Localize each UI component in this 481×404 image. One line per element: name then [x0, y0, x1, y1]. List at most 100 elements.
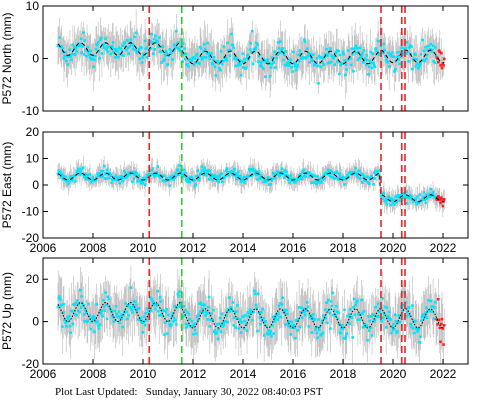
data-point — [389, 318, 392, 321]
data-point — [79, 172, 83, 176]
data-point — [406, 306, 410, 310]
data-point — [96, 324, 100, 328]
data-point — [154, 307, 157, 311]
recent-point — [435, 198, 439, 201]
data-point — [280, 303, 284, 306]
data-point — [380, 319, 384, 323]
data-point — [143, 323, 147, 327]
data-point — [230, 170, 234, 174]
data-point — [351, 336, 355, 339]
data-point — [140, 319, 144, 323]
data-point — [310, 181, 314, 185]
data-point — [427, 195, 430, 198]
data-point — [200, 56, 203, 59]
data-point — [252, 47, 256, 51]
data-point — [365, 324, 369, 328]
data-point — [287, 64, 291, 67]
recent-point — [440, 317, 444, 321]
data-point — [235, 58, 238, 62]
data-point — [165, 308, 168, 311]
data-point — [244, 176, 247, 179]
data-point — [225, 310, 229, 313]
data-point — [294, 68, 298, 72]
data-point — [409, 196, 413, 199]
data-point — [213, 174, 217, 177]
data-point — [405, 202, 409, 205]
data-point — [76, 309, 80, 313]
data-point — [259, 64, 262, 68]
data-point — [105, 303, 108, 307]
data-point — [119, 313, 123, 316]
data-point — [71, 322, 75, 326]
data-point — [362, 310, 366, 313]
data-point — [247, 58, 250, 61]
data-point — [90, 179, 94, 183]
data-point — [179, 303, 183, 306]
data-point — [123, 41, 127, 45]
recent-point — [438, 50, 442, 54]
data-point — [57, 296, 61, 300]
data-point — [256, 43, 259, 47]
data-point — [331, 54, 334, 58]
data-point — [210, 52, 213, 55]
data-point — [88, 173, 92, 176]
data-point — [119, 177, 123, 180]
data-point — [212, 174, 215, 178]
data-point — [355, 46, 359, 50]
data-point — [385, 202, 389, 206]
data-point — [162, 309, 165, 313]
data-point — [137, 179, 140, 182]
data-point — [344, 335, 348, 338]
data-point — [401, 50, 404, 53]
data-point — [217, 327, 221, 331]
data-point — [108, 176, 111, 180]
data-point — [71, 43, 75, 47]
data-point — [177, 41, 180, 44]
data-point — [308, 314, 312, 317]
data-point — [62, 174, 66, 178]
data-point — [111, 41, 115, 44]
x-tick-label: 2006 — [30, 367, 57, 381]
data-point — [369, 50, 372, 54]
data-point — [201, 50, 205, 53]
data-point — [283, 311, 287, 314]
data-point — [242, 327, 246, 331]
data-point — [194, 183, 197, 186]
data-point — [142, 176, 145, 180]
data-point — [214, 74, 218, 77]
data-point — [70, 309, 74, 313]
data-point — [66, 178, 69, 182]
data-point — [367, 182, 371, 186]
data-point — [160, 313, 163, 316]
data-point — [79, 37, 83, 41]
data-point — [110, 181, 113, 185]
data-point — [222, 323, 226, 327]
data-point — [407, 196, 411, 200]
data-point — [88, 56, 92, 59]
data-point — [346, 174, 349, 177]
data-point — [186, 176, 190, 180]
data-point — [128, 171, 131, 175]
data-point — [395, 200, 398, 204]
data-point — [175, 174, 178, 178]
data-point — [195, 52, 199, 56]
data-point — [344, 63, 348, 67]
data-point — [424, 201, 427, 204]
data-point — [249, 168, 253, 171]
data-point — [379, 44, 383, 48]
data-point — [402, 53, 406, 56]
data-point — [386, 61, 389, 64]
data-point — [425, 193, 428, 197]
data-point — [334, 314, 337, 318]
data-point — [383, 313, 387, 316]
data-point — [325, 301, 328, 304]
data-point — [346, 321, 350, 325]
data-point — [222, 45, 226, 48]
model-curve — [57, 42, 445, 65]
data-point — [102, 298, 105, 302]
data-point — [253, 172, 257, 175]
data-point — [119, 316, 122, 319]
data-point — [93, 58, 96, 62]
data-point — [148, 296, 152, 299]
data-point — [372, 61, 375, 65]
